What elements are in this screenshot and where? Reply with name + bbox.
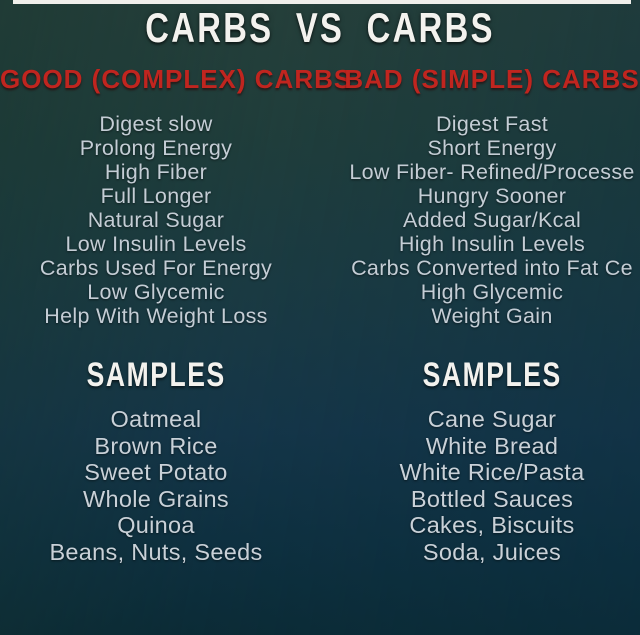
good-carb-trait: High Fiber — [104, 160, 208, 184]
bad-samples-list: Cane Sugar White Bread White Rice/Pasta Bot… — [332, 406, 640, 565]
bad-simple-carbs-header: BAD (SIMPLE) CARBS — [344, 64, 640, 94]
bad-carb-trait: Added Sugar/Kcal — [402, 208, 582, 232]
good-samples-heading-text: SAMPLES — [86, 356, 226, 394]
bad-sample-item: White Bread — [425, 432, 559, 459]
good-carb-trait: Natural Sugar — [87, 208, 225, 232]
good-carbs-trait-list: Digest slow Prolong Energy High Fiber Full … — [0, 112, 312, 328]
good-sample-item: Oatmeal — [110, 406, 202, 432]
bad-samples-heading: SAMPLES — [332, 356, 640, 395]
good-complex-carbs-header: GOOD (COMPLEX) CARBS — [0, 64, 353, 94]
bad-sample-item: Soda, Juices — [422, 538, 562, 565]
good-sample-item: Beans, Nuts, Seeds — [49, 538, 263, 565]
good-carb-trait: Low Insulin Levels — [65, 232, 247, 256]
good-carb-trait: Prolong Energy — [79, 136, 233, 160]
bad-carb-trait: High Insulin Levels — [398, 232, 586, 256]
bad-samples-heading-text: SAMPLES — [422, 356, 562, 394]
bad-sample-item: Cakes, Biscuits — [409, 512, 575, 538]
page-title: CARBS VS CARBS — [0, 4, 640, 52]
bad-sample-item: White Rice/Pasta — [399, 459, 585, 485]
bad-carb-trait: Weight Gain — [431, 304, 553, 328]
bad-carb-trait: Short Energy — [427, 136, 557, 160]
bad-carb-trait: Carbs Converted into Fat Ce — [351, 256, 633, 280]
good-sample-item: Quinoa — [117, 512, 195, 538]
bad-sample-item: Cane Sugar — [427, 406, 557, 432]
good-carb-trait: Help With Weight Loss — [44, 304, 268, 328]
good-sample-item: Brown Rice — [94, 432, 218, 459]
bad-carb-trait: Digest Fast — [435, 112, 549, 136]
bad-carb-trait: Low Fiber- Refined/Processe — [349, 160, 635, 184]
bad-carbs-trait-list: Digest Fast Short Energy Low Fiber- Refine… — [332, 112, 640, 328]
good-sample-item: Whole Grains — [83, 485, 229, 512]
top-border-strip — [13, 0, 631, 4]
good-samples-heading: SAMPLES — [0, 356, 312, 395]
good-samples-list: Oatmeal Brown Rice Sweet Potato Whole Grain… — [0, 406, 312, 565]
good-carb-trait: Full Longer — [100, 184, 212, 208]
good-carb-trait: Digest slow — [99, 112, 213, 136]
bad-sample-item: Bottled Sauces — [410, 485, 574, 512]
good-carb-trait: Carbs Used For Energy — [39, 256, 273, 280]
bad-carb-trait: Hungry Sooner — [417, 184, 567, 208]
good-carb-trait: Low Glycemic — [87, 280, 225, 304]
good-sample-item: Sweet Potato — [84, 459, 228, 485]
bad-carb-trait: High Glycemic — [420, 280, 564, 304]
page-title-text: CARBS VS CARBS — [145, 4, 495, 51]
